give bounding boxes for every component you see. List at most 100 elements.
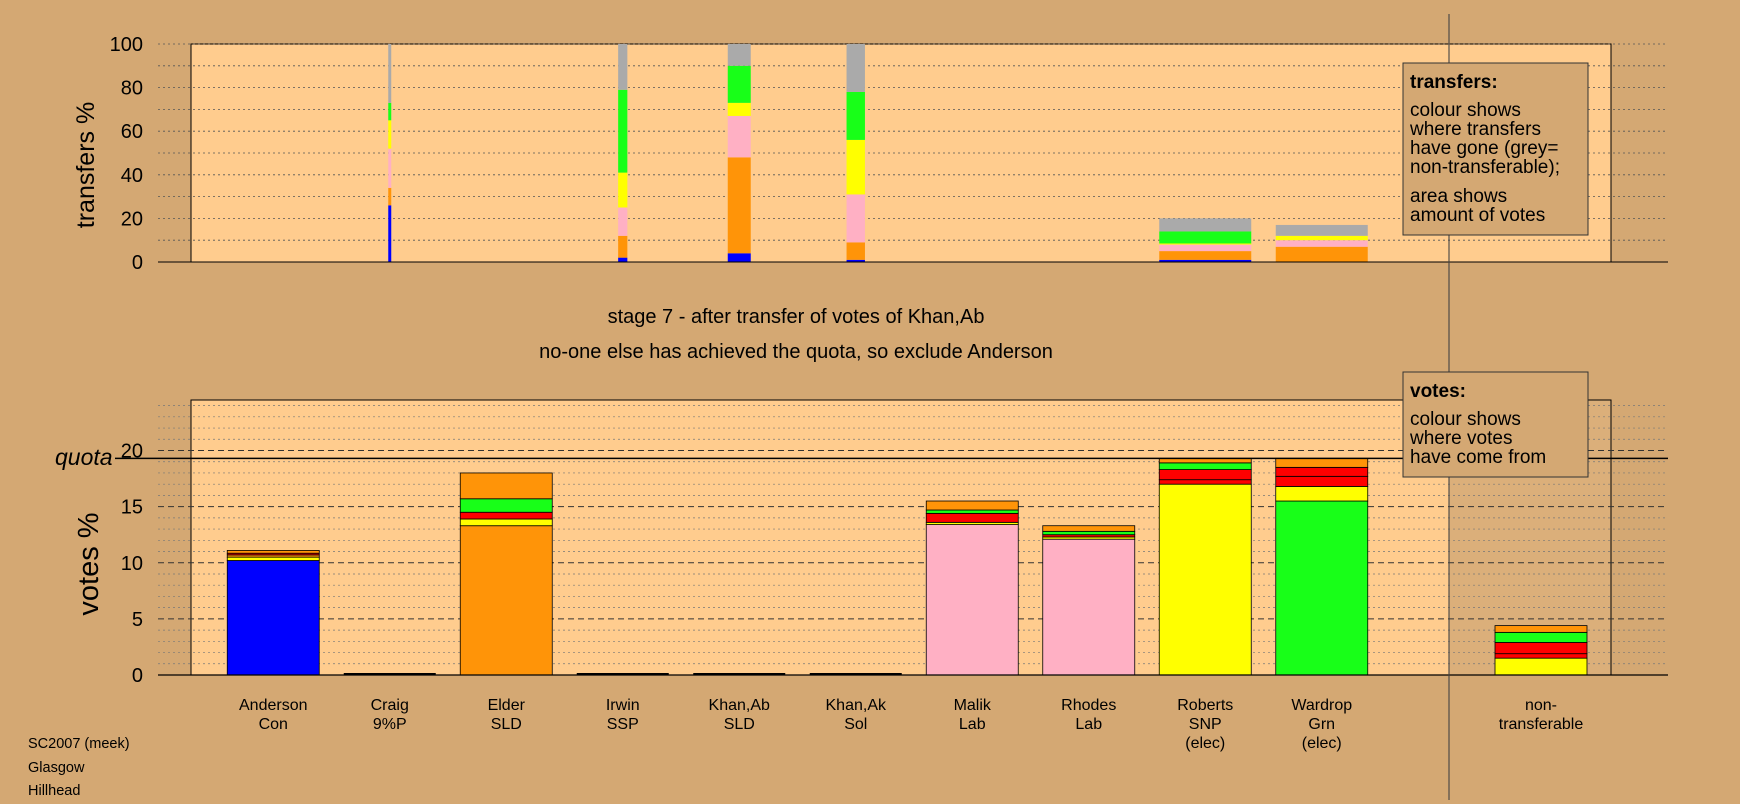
- nontransferable-label: non-: [1525, 697, 1557, 714]
- vote-segment-Anderson-orange: [226, 550, 320, 554]
- transfers-legend-line: amount of votes: [1410, 205, 1545, 226]
- transfer-segment-Irwin-grey: [618, 44, 628, 90]
- transfers-y-axis-label: transfers %: [72, 102, 100, 228]
- transfer-segment-Craig-green: [388, 102, 392, 121]
- candidate-name-label: Elder: [488, 697, 526, 714]
- vote-segment-non-transferable-orange: [1494, 625, 1588, 633]
- footer-line: SC2007 (meek): [28, 736, 130, 752]
- transfer-segment-Roberts-orange: [1159, 251, 1252, 260]
- vote-segment-Anderson-yellow: [226, 556, 320, 561]
- transfers-legend-line: have gone (grey=: [1410, 138, 1558, 159]
- transfer-segment-Khan,Ab-orange: [727, 157, 751, 254]
- transfers-legend-title: transfers:: [1410, 72, 1498, 93]
- candidate-party-label: SLD: [724, 716, 755, 733]
- votes-legend-line: colour shows: [1410, 409, 1521, 430]
- vote-segment-Wardrop-orange: [1275, 457, 1369, 468]
- votes-legend-line: have come from: [1410, 447, 1546, 468]
- transfers-y-tick-label: 40: [121, 165, 143, 187]
- vote-segment-Rhodes-green: [1042, 530, 1136, 536]
- transfer-segment-Khan,Ak-yellow: [846, 139, 865, 195]
- votes-y-axis-label: votes %: [73, 512, 105, 615]
- candidate-name-label: Roberts: [1177, 697, 1233, 714]
- nontransferable-label: transferable: [1499, 716, 1584, 733]
- candidate-name-label: Anderson: [239, 697, 308, 714]
- transfer-segment-Wardrop-pink: [1275, 240, 1368, 247]
- vote-segment-Elder-red: [459, 511, 553, 520]
- votes-y-tick-label: 0: [132, 665, 143, 687]
- candidate-party-label: Grn: [1308, 716, 1335, 733]
- candidate-party-label: Sol: [844, 716, 867, 733]
- candidate-name-label: Irwin: [606, 697, 640, 714]
- vote-segment-Elder-yellow: [459, 518, 553, 527]
- candidate-name-label: Craig: [371, 697, 409, 714]
- transfer-segment-Roberts-blue: [1159, 259, 1252, 262]
- vote-segment-non-transferable-red: [1494, 653, 1588, 659]
- transfer-segment-Irwin-yellow: [618, 172, 628, 208]
- votes-y-tick-label: 15: [121, 497, 143, 519]
- vote-segment-Malik-red: [925, 512, 1019, 523]
- vote-segment-Roberts-red: [1158, 479, 1252, 485]
- votes-gridlines: [158, 399, 1668, 676]
- transfer-segment-Khan,Ak-grey: [846, 44, 865, 92]
- vote-segment-Roberts-green: [1158, 462, 1252, 470]
- transfers-legend-line: area shows: [1410, 186, 1507, 207]
- transfer-segment-Roberts-green: [1159, 231, 1252, 244]
- vote-segment-Wardrop-green: [1275, 500, 1369, 676]
- vote-segment-non-transferable-yellow: [1494, 657, 1588, 676]
- transfers-legend-line: non-transferable);: [1410, 157, 1560, 178]
- footer-line: Hillhead: [28, 783, 81, 799]
- transfer-segment-Khan,Ak-orange: [846, 242, 865, 260]
- transfers-y-tick-label: 100: [110, 34, 143, 56]
- vote-segment-Elder-green: [459, 498, 553, 513]
- transfer-segment-Irwin-green: [618, 89, 628, 173]
- transfer-segment-Irwin-blue: [618, 257, 628, 262]
- transfer-segment-Wardrop-orange: [1275, 246, 1368, 262]
- transfers-y-tick-label: 80: [121, 78, 143, 100]
- transfer-segment-Khan,Ab-blue: [727, 253, 751, 262]
- votes-legend-line: where votes: [1409, 428, 1512, 449]
- transfers-legend-line: colour shows: [1410, 100, 1521, 121]
- transfer-segment-Roberts-pink: [1159, 244, 1252, 252]
- candidate-party-label: SLD: [491, 716, 522, 733]
- transfers-bars: [388, 44, 1368, 262]
- transfers-gridlines: [158, 43, 1668, 263]
- vote-segment-Malik-green: [925, 509, 1019, 514]
- transfer-segment-Khan,Ak-pink: [846, 194, 865, 243]
- transfer-segment-Roberts-grey: [1159, 218, 1252, 232]
- vote-segment-Malik-pink: [925, 524, 1019, 676]
- transfer-segment-Khan,Ab-pink: [727, 115, 751, 158]
- transfers-y-tick-label: 20: [121, 208, 143, 230]
- transfer-segment-Khan,Ak-green: [846, 91, 865, 140]
- footer: SC2007 (meek) Glasgow Hillhead: [28, 733, 130, 804]
- transfer-segment-Irwin-pink: [618, 207, 628, 236]
- vote-segment-Anderson-blue: [226, 560, 320, 676]
- transfer-segment-Craig-grey: [388, 44, 392, 103]
- candidate-party-label: Con: [259, 716, 288, 733]
- vote-segment-Elder-orange: [459, 472, 553, 500]
- transfer-segment-Wardrop-grey: [1275, 224, 1368, 236]
- transfer-segment-Wardrop-yellow: [1275, 235, 1368, 241]
- votes-y-tick-label: 20: [121, 441, 143, 463]
- candidate-party-label: Lab: [1075, 716, 1102, 733]
- candidate-party-label: Lab: [959, 716, 986, 733]
- transfer-segment-Khan,Ab-yellow: [727, 102, 751, 116]
- votes-panel: [190, 399, 1612, 676]
- candidate-name-label: Wardrop: [1291, 697, 1352, 714]
- candidate-name-label: Khan,Ak: [826, 697, 887, 714]
- votes-y-tick-label: 5: [132, 609, 143, 631]
- vote-segment-Rhodes-pink: [1042, 538, 1136, 676]
- candidate-elected-label: (elec): [1302, 735, 1342, 752]
- chart-title: stage 7 - after transfer of votes of Kha…: [608, 306, 985, 328]
- transfers-y-tick-label: 0: [132, 252, 143, 274]
- candidate-name-label: Rhodes: [1061, 697, 1116, 714]
- quota-label: quota: [55, 444, 113, 470]
- candidate-elected-label: (elec): [1185, 735, 1225, 752]
- candidate-party-label: SSP: [607, 716, 639, 733]
- transfer-segment-Craig-orange: [388, 187, 392, 206]
- vote-segment-Wardrop-red: [1275, 475, 1369, 487]
- transfer-segment-Khan,Ab-grey: [727, 44, 751, 66]
- vote-segment-Roberts-red: [1158, 469, 1252, 481]
- transfers-y-tick-label: 60: [121, 121, 143, 143]
